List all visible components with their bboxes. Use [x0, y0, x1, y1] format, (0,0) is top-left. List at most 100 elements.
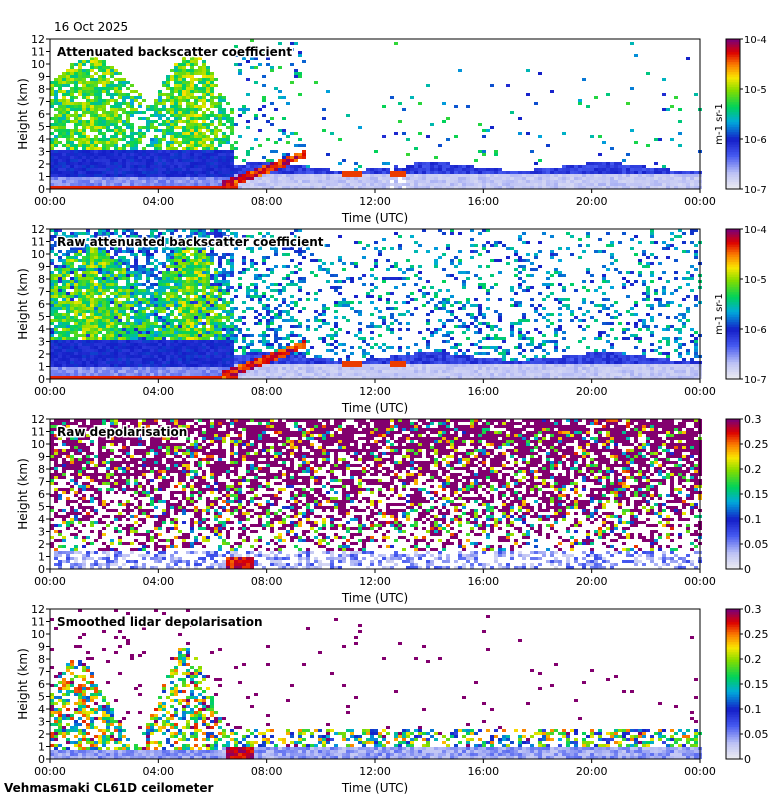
heatmap-cell	[182, 57, 186, 60]
heatmap-cell	[134, 232, 138, 235]
heatmap-cell	[170, 280, 174, 283]
heatmap-cell	[98, 105, 102, 108]
heatmap-cell	[174, 102, 178, 105]
heatmap-cell	[250, 250, 254, 253]
heatmap-cell	[262, 96, 266, 99]
heatmap-cell	[266, 322, 270, 325]
heatmap-cell	[114, 90, 118, 93]
heatmap-cell	[130, 162, 134, 165]
heatmap-cell	[614, 162, 618, 165]
heatmap-cell	[74, 355, 78, 358]
heatmap-cell	[202, 310, 206, 313]
heatmap-cell	[110, 108, 114, 111]
heatmap-cell	[166, 132, 170, 135]
heatmap-cell	[278, 180, 282, 183]
heatmap-cell	[214, 277, 218, 280]
heatmap-cell	[426, 183, 430, 186]
heatmap-cell	[194, 105, 198, 108]
heatmap-cell	[78, 144, 82, 147]
heatmap-cell	[226, 180, 230, 183]
heatmap-cell	[214, 150, 218, 153]
heatmap-cell	[258, 244, 262, 247]
heatmap-cell	[70, 319, 74, 322]
heatmap-cell	[142, 301, 146, 304]
heatmap-cell	[50, 322, 54, 325]
heatmap-cell	[86, 301, 90, 304]
heatmap-cell	[50, 358, 54, 361]
heatmap-cell	[50, 159, 54, 162]
heatmap-cell	[94, 361, 98, 364]
heatmap-cell	[242, 358, 246, 361]
heatmap-cell	[106, 120, 110, 123]
heatmap-cell	[194, 138, 198, 141]
heatmap-cell	[114, 259, 118, 262]
heatmap-cell	[178, 376, 182, 379]
heatmap-cell	[226, 349, 230, 352]
colorbar-label: m-1 sr-1	[714, 103, 725, 145]
heatmap-cell	[198, 235, 202, 238]
heatmap-cell	[214, 253, 218, 256]
heatmap-cell	[270, 283, 274, 286]
heatmap-cell	[174, 292, 178, 295]
heatmap-cell	[322, 168, 326, 171]
heatmap-cell	[598, 171, 602, 174]
heatmap-cell	[226, 138, 230, 141]
heatmap-cell	[258, 274, 262, 277]
heatmap-cell	[154, 135, 158, 138]
heatmap-cell	[178, 283, 182, 286]
heatmap-cell	[166, 313, 170, 316]
heatmap-cell	[74, 346, 78, 349]
heatmap-cell	[70, 292, 74, 295]
heatmap-cell	[374, 186, 378, 189]
heatmap-cell	[478, 168, 482, 171]
colorbar-segment	[726, 91, 740, 95]
heatmap-cell	[166, 349, 170, 352]
heatmap-cell	[150, 123, 154, 126]
heatmap-cell	[122, 123, 126, 126]
heatmap-cell	[202, 141, 206, 144]
heatmap-cell	[174, 274, 178, 277]
heatmap-cell	[78, 298, 82, 301]
heatmap-cell	[174, 238, 178, 241]
heatmap-cell	[162, 316, 166, 319]
heatmap-cell	[146, 274, 150, 277]
heatmap-cell	[218, 111, 222, 114]
heatmap-cell	[278, 361, 282, 364]
heatmap-cell	[122, 186, 126, 189]
heatmap-cell	[90, 60, 94, 63]
heatmap-cell	[94, 117, 98, 120]
heatmap-cell	[138, 265, 142, 268]
heatmap-cell	[214, 349, 218, 352]
heatmap-cell	[182, 262, 186, 265]
heatmap-cell	[254, 165, 258, 168]
heatmap-cell	[198, 304, 202, 307]
heatmap-cell	[94, 159, 98, 162]
heatmap-cell	[294, 180, 298, 183]
heatmap-cell	[178, 87, 182, 90]
heatmap-cell	[242, 186, 246, 189]
heatmap-cell	[74, 81, 78, 84]
heatmap-cell	[270, 343, 274, 346]
heatmap-cell	[54, 102, 58, 105]
heatmap-cell	[102, 183, 106, 186]
heatmap-cell	[478, 150, 482, 153]
heatmap-cell	[102, 105, 106, 108]
heatmap-cell	[594, 186, 598, 189]
heatmap-cell	[274, 141, 278, 144]
heatmap-cell	[218, 120, 222, 123]
heatmap-cell	[150, 346, 154, 349]
heatmap-cell	[198, 277, 202, 280]
heatmap-cell	[66, 370, 70, 373]
heatmap-cell	[382, 177, 386, 180]
heatmap-cell	[650, 174, 654, 177]
heatmap-cell	[234, 165, 238, 168]
heatmap-cell	[174, 165, 178, 168]
heatmap-cell	[230, 370, 234, 373]
heatmap-cell	[78, 123, 82, 126]
heatmap-cell	[154, 156, 158, 159]
heatmap-cell	[126, 355, 130, 358]
heatmap-cell	[82, 319, 86, 322]
heatmap-cell	[194, 99, 198, 102]
heatmap-cell	[254, 183, 258, 186]
heatmap-cell	[162, 186, 166, 189]
